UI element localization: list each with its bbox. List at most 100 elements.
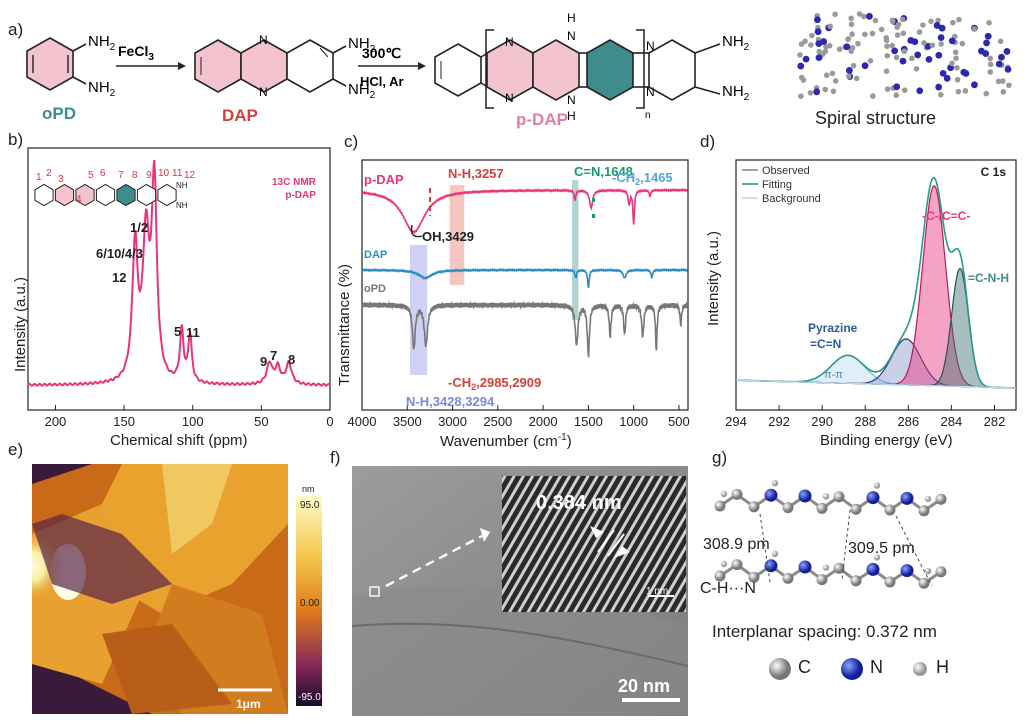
ftir-tick-label: 500 xyxy=(668,414,690,429)
afm-scale-label: 1μm xyxy=(236,697,261,711)
inset-nh2-bottom: NH xyxy=(176,201,188,210)
xps-tick-label: 292 xyxy=(768,414,790,429)
nitrogen-atom xyxy=(900,564,914,578)
inset-ring xyxy=(34,183,54,207)
carbon-atom xyxy=(987,69,994,75)
nitrogen-atom xyxy=(916,87,924,95)
carbon-atom xyxy=(850,503,862,515)
ftir-series-label: p-DAP xyxy=(364,172,404,187)
nitrogen-atom xyxy=(764,559,778,573)
carbon-atom xyxy=(853,75,860,82)
tem-image xyxy=(352,466,688,716)
tem-inset xyxy=(502,476,686,612)
carbon-atom xyxy=(816,574,828,586)
panel-label-a: a) xyxy=(8,20,24,39)
carbon-atom xyxy=(855,40,861,47)
nitrogen-atom xyxy=(971,81,978,89)
nitrogen-atom xyxy=(820,38,828,45)
carbon-atom xyxy=(950,19,956,26)
label-opd: oPD xyxy=(42,104,76,123)
lower-layer xyxy=(714,550,947,589)
nitrogen-atom xyxy=(798,489,812,503)
carbon-atom xyxy=(894,24,900,30)
distance-1: 308.9 pm xyxy=(703,536,770,553)
carbon-atom xyxy=(884,53,891,59)
xps-label-cc: -C-/C=C- xyxy=(922,209,970,223)
xps-xlabel: Binding energy (eV) xyxy=(820,432,953,449)
pdap-n4: N xyxy=(646,85,655,99)
xps-label-cnh: =C-N-H xyxy=(968,271,1009,285)
nmr-tick-label: 150 xyxy=(113,414,135,429)
hydrogen-atom xyxy=(822,493,830,500)
ftir-pdap-line xyxy=(361,187,689,235)
nmr-tick-label: 100 xyxy=(182,414,204,429)
carbon-atom xyxy=(900,30,907,37)
carbon-atom xyxy=(782,572,794,584)
dap-nh2-bottom: NH2 xyxy=(348,81,376,101)
nitrogen-atom xyxy=(814,16,821,24)
hydrogen-atom xyxy=(771,550,779,557)
molecular-model xyxy=(714,480,947,589)
nitrogen-atom xyxy=(845,67,853,74)
xps-background-line xyxy=(735,379,1017,389)
panel-label-c: c) xyxy=(344,132,359,151)
nitrogen-atom xyxy=(866,491,880,505)
carbon-atom xyxy=(861,13,867,20)
ftir-annot-ch2: -CH2,1465 xyxy=(612,170,673,187)
carbon-atom xyxy=(935,17,941,24)
nitrogen-atom xyxy=(764,488,778,502)
xps-legend-label: Background xyxy=(762,193,821,205)
nitrogen-atom xyxy=(815,54,823,62)
nitrogen-atom xyxy=(802,55,810,63)
spiral-structure-image xyxy=(797,11,1012,99)
carbon-atom xyxy=(748,501,760,513)
nitrogen-atom xyxy=(998,53,1005,61)
ftir-marker-green xyxy=(592,198,595,202)
xps-chart: 294 292 290 288 286 284 282 Observed Fitting Back… xyxy=(725,159,1017,429)
carbon-atom xyxy=(883,68,890,74)
nitrogen-atom xyxy=(935,51,943,59)
ftir-tick-label: 3500 xyxy=(393,414,422,429)
inset-ring xyxy=(54,183,75,207)
hydrogen-atom xyxy=(720,560,728,568)
nitrogen-atom-icon xyxy=(841,658,863,680)
carbon-atom xyxy=(986,20,992,26)
carbon-atom xyxy=(816,502,828,514)
carbon-atom xyxy=(848,21,855,28)
reagent-cond: HCl, Ar xyxy=(360,74,404,89)
nitrogen-atom xyxy=(798,560,812,574)
hydrogen-atom xyxy=(771,480,779,487)
xps-legend-label: Fitting xyxy=(762,179,792,191)
afm-max: 95.0 xyxy=(300,500,320,511)
ftir-series-label: oPD xyxy=(364,283,386,295)
carbon-atom xyxy=(938,41,944,47)
carbon-atom xyxy=(883,37,890,44)
nitrogen-atom xyxy=(943,74,951,82)
carbon-atom xyxy=(909,55,915,62)
carbon-atom xyxy=(921,40,927,46)
xps-tick-label: 288 xyxy=(854,414,876,429)
nitrogen-atom xyxy=(907,37,915,44)
ftir-annot-nh3257: N-H,3257 xyxy=(448,166,504,181)
carbon-atom xyxy=(884,504,896,516)
nmr-xlabel: Chemical shift (ppm) xyxy=(110,432,248,449)
carbon-atom xyxy=(850,62,857,69)
carbon-atom xyxy=(809,32,815,39)
afm-mid: 0.00 xyxy=(300,598,320,609)
carbon-atom xyxy=(826,42,833,49)
ftir-annot-nh2: N-H,3428,3294 xyxy=(406,394,495,409)
dap-n-bottom: N xyxy=(259,85,268,99)
ftir-tick-label: 2000 xyxy=(529,414,558,429)
nmr-peak-label: 12 xyxy=(112,270,126,285)
tem-roi-box xyxy=(369,586,380,597)
inset-number: 7 xyxy=(118,170,124,181)
panel-label-g: g) xyxy=(712,448,728,467)
nmr-peak-label: 6/10/4/3 xyxy=(96,246,143,261)
inset-number: 4 xyxy=(76,194,82,205)
carbon-atom xyxy=(987,55,994,62)
xps-tick-label: 290 xyxy=(811,414,833,429)
ftir-annot-ch2b: -CH2,2985,2909 xyxy=(448,375,541,392)
ftir-plot-frame xyxy=(361,159,689,411)
inset-number: 11 xyxy=(172,168,183,179)
inset-ring xyxy=(157,183,177,207)
